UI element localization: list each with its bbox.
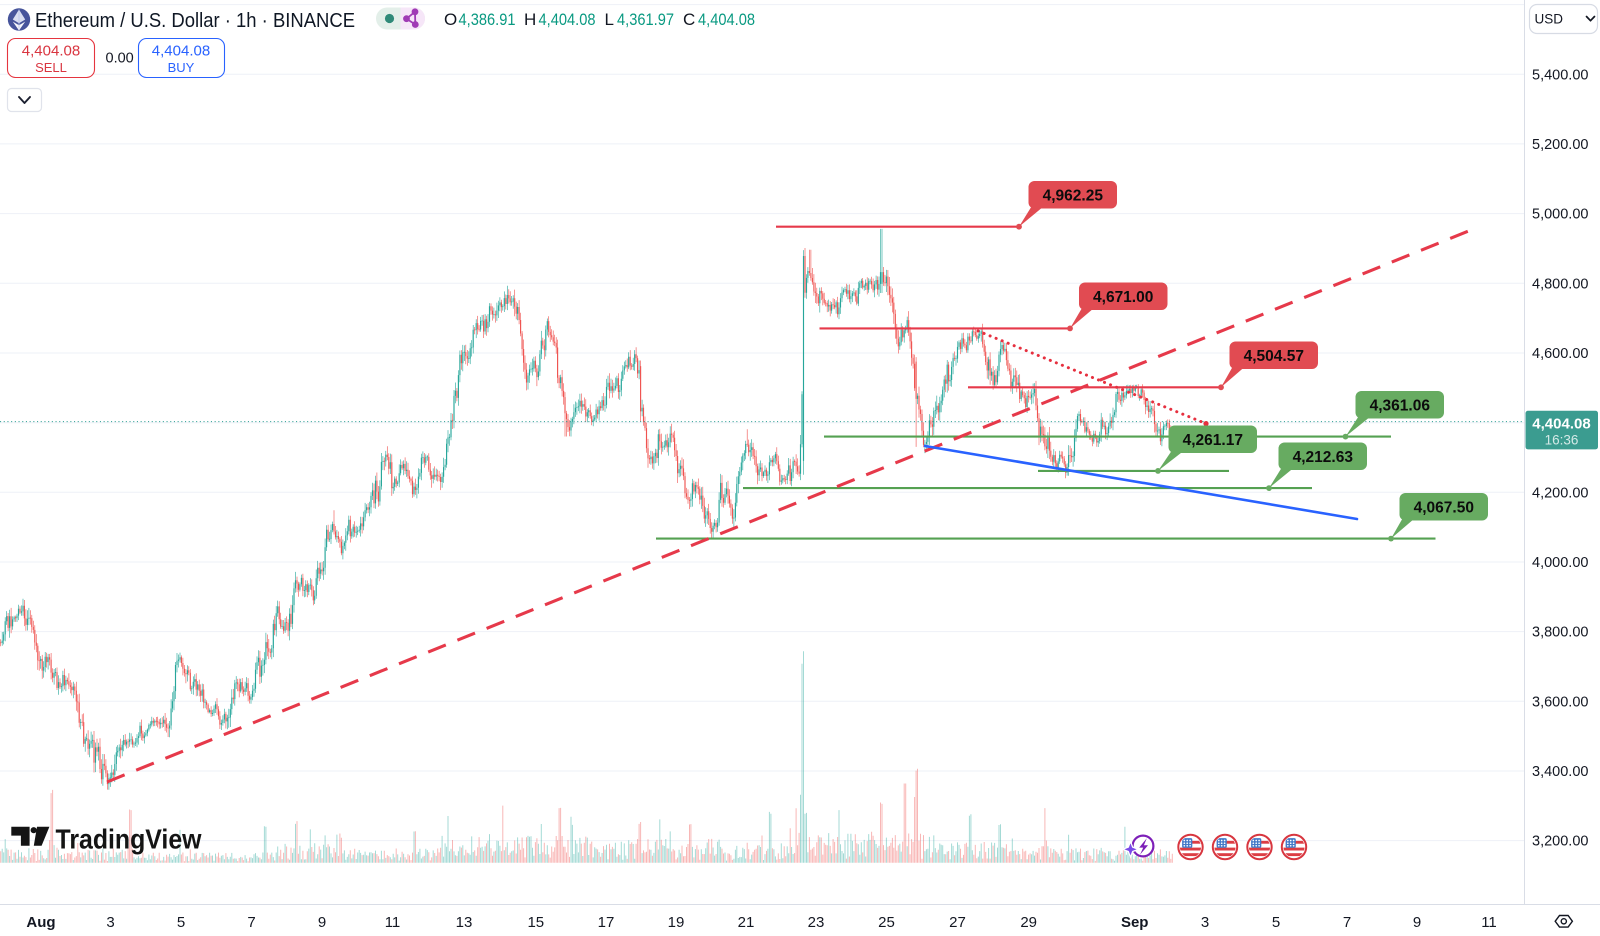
svg-text:4,671.00: 4,671.00	[1093, 289, 1153, 306]
svg-text:4,404.08: 4,404.08	[1532, 416, 1590, 433]
svg-text:O: O	[444, 10, 457, 29]
svg-text:3,200.00: 3,200.00	[1532, 834, 1588, 850]
svg-text:L: L	[605, 10, 614, 29]
svg-text:3: 3	[106, 914, 114, 931]
svg-text:19: 19	[668, 914, 685, 931]
svg-text:3: 3	[1201, 914, 1209, 931]
svg-text:4,404.08: 4,404.08	[152, 43, 210, 60]
svg-text:4,404.08: 4,404.08	[22, 43, 80, 60]
svg-text:3,400.00: 3,400.00	[1532, 764, 1588, 780]
svg-text:5,400.00: 5,400.00	[1532, 67, 1588, 83]
svg-text:Sep: Sep	[1121, 914, 1149, 931]
svg-text:4,000.00: 4,000.00	[1532, 555, 1588, 571]
svg-text:5,000.00: 5,000.00	[1532, 207, 1588, 223]
svg-text:3,600.00: 3,600.00	[1532, 694, 1588, 710]
svg-text:4,067.50: 4,067.50	[1414, 500, 1474, 517]
svg-text:11: 11	[1481, 914, 1497, 931]
svg-text:4,361.06: 4,361.06	[1370, 398, 1431, 415]
svg-text:0.00: 0.00	[106, 51, 134, 67]
svg-text:4,261.17: 4,261.17	[1183, 432, 1243, 449]
svg-text:9: 9	[318, 914, 326, 931]
svg-text:13: 13	[456, 914, 473, 931]
svg-text:5: 5	[1272, 914, 1280, 931]
svg-text:USD: USD	[1535, 12, 1564, 27]
svg-text:4,800.00: 4,800.00	[1532, 276, 1588, 292]
svg-text:11: 11	[385, 914, 401, 931]
svg-text:27: 27	[949, 914, 966, 931]
svg-text:SELL: SELL	[35, 60, 67, 75]
svg-text:3,800.00: 3,800.00	[1532, 625, 1588, 641]
svg-text:4,386.91: 4,386.91	[459, 10, 516, 29]
svg-text:7: 7	[247, 914, 255, 931]
svg-text:16:36: 16:36	[1545, 433, 1579, 448]
svg-text:TradingView: TradingView	[56, 824, 202, 855]
svg-text:4,404.08: 4,404.08	[539, 10, 596, 29]
svg-text:Aug: Aug	[26, 914, 55, 931]
svg-text:Ethereum / U.S. Dollar · 1h ·: Ethereum / U.S. Dollar · 1h · BINANCE	[35, 9, 355, 32]
svg-text:4,600.00: 4,600.00	[1532, 346, 1588, 362]
svg-text:15: 15	[527, 914, 544, 931]
svg-text:4,212.63: 4,212.63	[1293, 449, 1354, 466]
svg-text:5,200.00: 5,200.00	[1532, 137, 1588, 153]
svg-text:4,200.00: 4,200.00	[1532, 485, 1588, 501]
svg-text:BUY: BUY	[168, 60, 195, 75]
svg-text:9: 9	[1413, 914, 1421, 931]
svg-text:29: 29	[1020, 914, 1037, 931]
svg-text:4,504.57: 4,504.57	[1244, 348, 1304, 365]
svg-text:5: 5	[177, 914, 185, 931]
svg-text:H: H	[524, 10, 536, 29]
svg-text:4,962.25: 4,962.25	[1043, 188, 1104, 205]
svg-text:C: C	[683, 10, 695, 29]
svg-text:17: 17	[598, 914, 615, 931]
svg-text:4,404.08: 4,404.08	[698, 10, 755, 29]
svg-text:4,361.97: 4,361.97	[617, 10, 674, 29]
svg-text:23: 23	[808, 914, 825, 931]
svg-text:21: 21	[738, 914, 755, 931]
svg-text:7: 7	[1343, 914, 1351, 931]
svg-text:25: 25	[878, 914, 895, 931]
